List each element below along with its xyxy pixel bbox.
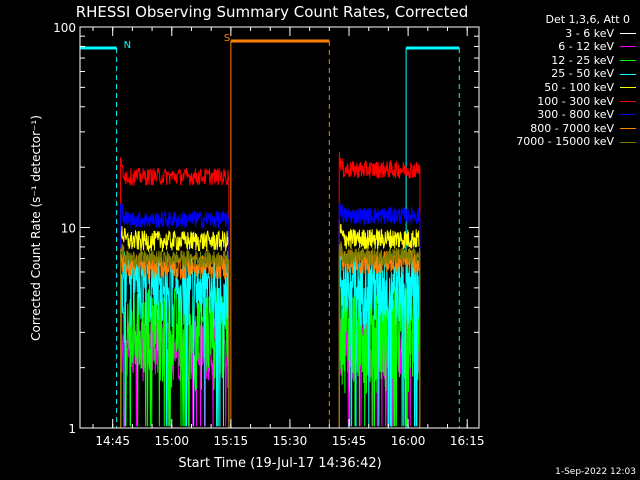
legend: Det 1,3,6, Att 0 3 - 6 keV 6 - 12 keV 12 -…: [471, 13, 636, 149]
legend-label: 800 - 7000 keV: [530, 121, 614, 135]
legend-label: 300 - 800 keV: [537, 108, 614, 122]
legend-rows: 3 - 6 keV 6 - 12 keV 12 - 25 keV 25 - 50 ke…: [471, 27, 636, 149]
series-trace: [338, 248, 421, 428]
legend-swatch: [620, 114, 636, 116]
legend-label: 12 - 25 keV: [551, 53, 614, 67]
legend-item: 50 - 100 keV: [471, 81, 636, 95]
legend-item: 300 - 800 keV: [471, 108, 636, 122]
saa-label: S: [224, 33, 230, 44]
y-axis-label: Corrected Count Rate (s⁻¹ detector⁻¹): [29, 115, 43, 341]
legend-item: 7000 - 15000 keV: [471, 135, 636, 149]
legend-item: 3 - 6 keV: [471, 27, 636, 41]
legend-label: 3 - 6 keV: [565, 26, 614, 40]
axes-layer: 14:45 15:00 15:15 15:30 15:45 16:00 16:15 1 10 10…: [53, 21, 484, 448]
series-trace: [338, 151, 421, 428]
legend-swatch: [620, 46, 636, 48]
plot-frame: [79, 26, 480, 429]
y-tick-label: 100: [53, 21, 76, 35]
legend-title: Det 1,3,6, Att 0: [545, 13, 630, 26]
series-trace: [338, 219, 421, 428]
legend-item: 100 - 300 keV: [471, 95, 636, 109]
series-trace: [120, 226, 230, 428]
x-tick-label: 14:45: [95, 434, 130, 448]
legend-label: 7000 - 15000 keV: [516, 135, 614, 149]
legend-swatch: [620, 100, 636, 102]
x-tick-label: 15:15: [214, 434, 249, 448]
legend-label: 100 - 300 keV: [537, 94, 614, 108]
y-tick-label: 10: [61, 222, 76, 236]
series-trace: [338, 240, 421, 428]
x-tick-label: 15:30: [273, 434, 308, 448]
x-axis-label: Start Time (19-Jul-17 14:36:42): [178, 456, 381, 471]
legend-label: 25 - 50 keV: [551, 67, 614, 81]
series-7000-15000keV: [120, 240, 421, 428]
x-tick-label: 16:00: [391, 434, 426, 448]
y-tick-label: 1: [68, 422, 76, 436]
series-trace: [120, 202, 230, 428]
chart-title: RHESSI Observing Summary Count Rates, Co…: [76, 3, 469, 21]
legend-label: 50 - 100 keV: [544, 80, 614, 94]
series-100-300keV: [120, 151, 421, 428]
legend-swatch: [620, 141, 636, 143]
series-trace: [338, 203, 421, 428]
legend-swatch: [620, 128, 636, 130]
series-300-800keV: [120, 202, 421, 428]
legend-swatch: [620, 32, 636, 34]
night-label: N: [124, 40, 131, 51]
footer-date: 1-Sep-2022 12:03: [555, 467, 636, 477]
x-tick-label: 15:45: [332, 434, 367, 448]
legend-swatch: [620, 60, 636, 62]
legend-item: 12 - 25 keV: [471, 54, 636, 68]
legend-item: 800 - 7000 keV: [471, 122, 636, 136]
legend-label: 6 - 12 keV: [558, 40, 614, 54]
series-50-100keV: [120, 219, 421, 428]
legend-swatch: [620, 87, 636, 89]
series-layer: [120, 151, 421, 428]
legend-item: 6 - 12 keV: [471, 40, 636, 54]
x-tick-label: 15:00: [154, 434, 189, 448]
series-trace: [120, 156, 230, 428]
legend-item: 25 - 50 keV: [471, 67, 636, 81]
legend-swatch: [620, 73, 636, 75]
series-trace: [120, 243, 230, 428]
x-tick-label: 16:15: [450, 434, 485, 448]
